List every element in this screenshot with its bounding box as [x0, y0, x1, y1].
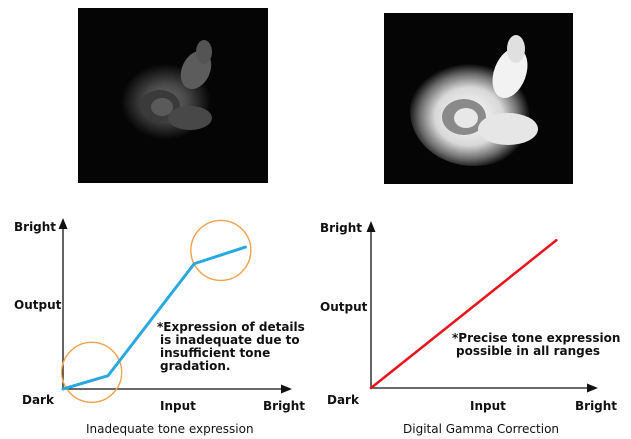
chart-caption: Inadequate tone expression [86, 422, 254, 436]
y-axis-label: Output [320, 300, 368, 314]
annotation-line-1: *Precise tone expression [452, 331, 620, 345]
dim-galaxy-photo [78, 8, 268, 183]
x-high-label: Bright [575, 399, 617, 413]
curve-point-0 [369, 386, 373, 390]
curve-point-2 [193, 262, 196, 265]
bright-galaxy-photo [384, 13, 573, 184]
curve-point-0 [61, 387, 65, 391]
annotation-line-2: possible in all ranges [456, 344, 600, 358]
annotation-line-4: gradation. [160, 359, 231, 373]
curve-point-3 [244, 245, 247, 249]
x-axis [63, 384, 292, 394]
highlight-circle-1 [190, 219, 252, 282]
curve-point-1 [555, 239, 558, 242]
highlight-circle-0 [60, 341, 123, 403]
x-high-label: Bright [263, 399, 305, 413]
x-axis-label: Input [470, 399, 506, 413]
curve-point-1 [106, 374, 110, 377]
tone-curve-series [61, 245, 247, 391]
x-low-label: Dark [327, 393, 360, 407]
annotation-line-1: *Expression of details [157, 320, 305, 334]
y-axis [366, 221, 376, 388]
annotation-line-2: is inadequate due to [160, 333, 300, 347]
x-axis [371, 383, 598, 393]
y-axis-label: Output [14, 298, 62, 312]
tone-curve-series [369, 239, 558, 390]
annotation-line-3: insufficient tone [160, 346, 270, 360]
x-axis-label: Input [160, 399, 196, 413]
y-high-label: Bright [14, 220, 56, 234]
x-low-label: Dark [22, 393, 55, 407]
chart-caption: Digital Gamma Correction [403, 422, 559, 436]
y-high-label: Bright [320, 221, 362, 235]
